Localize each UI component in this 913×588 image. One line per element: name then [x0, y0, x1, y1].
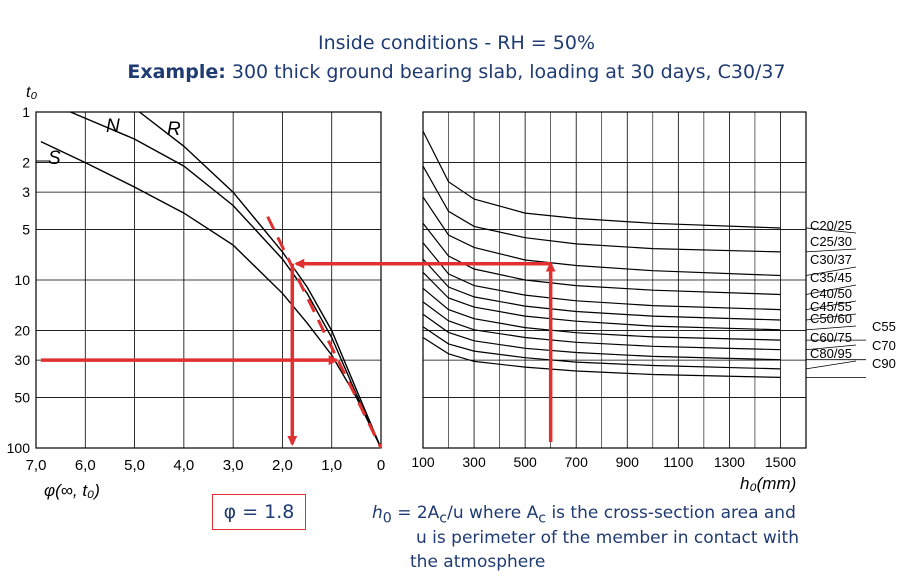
- y-tick-label: 1: [22, 104, 30, 120]
- x-tick-label-right: 700: [565, 454, 589, 470]
- x-tick-label-left: 5,0: [124, 457, 145, 474]
- curve-label: C30/37: [810, 252, 852, 267]
- x-tick-label-left: 0: [377, 457, 385, 474]
- x-tick-label-left: 1,0: [321, 457, 342, 474]
- x-tick-label-left: 7,0: [26, 457, 47, 474]
- curve-label-leader: [805, 284, 857, 295]
- y-axis-label: t₀: [26, 84, 37, 101]
- x-tick-label-right: 1500: [765, 454, 796, 470]
- y-tick-label: 30: [14, 352, 30, 368]
- curve-C45-55: [422, 258, 781, 321]
- note-eq: = 2A: [391, 503, 440, 523]
- curve-label-S: S: [48, 148, 61, 169]
- y-tick-label: 3: [22, 184, 30, 200]
- curve-label-leader: [805, 313, 857, 321]
- x-tick-label-right: 100: [411, 454, 435, 470]
- curve-label-N: N: [106, 116, 120, 137]
- note-line-2: u is perimeter of the member in contact …: [416, 528, 799, 548]
- x-tick-label-left: 2,0: [272, 457, 293, 474]
- curve-C30-37: [422, 196, 781, 277]
- curve-C25-30: [422, 165, 781, 253]
- y-tick-label: 100: [7, 440, 31, 456]
- x-tick-label-right: 1100: [663, 454, 693, 470]
- x-axis-label-left: φ(∞, t₀): [44, 481, 100, 500]
- curve-N: [70, 111, 382, 449]
- curve-label: C70: [872, 338, 896, 353]
- note-ac2-sub: c: [538, 510, 547, 527]
- curve-label: C60/75: [810, 330, 852, 345]
- curve-label: C25/30: [810, 234, 852, 249]
- curve-C40-50: [422, 242, 781, 311]
- curve-C35-45: [422, 222, 781, 296]
- x-tick-label-right: 900: [616, 454, 640, 470]
- y-tick-label: 2: [22, 155, 30, 171]
- x-tick-label-left: 6,0: [75, 457, 96, 474]
- y-tick-label: 50: [14, 389, 30, 405]
- curve-label-leader: [805, 227, 857, 234]
- curve-C55-67: [422, 287, 781, 341]
- curve-C20-25: [422, 130, 781, 229]
- note-ac-sub: c: [439, 510, 448, 527]
- dashed-tangent-line: [266, 216, 383, 449]
- curve-label-leader: [805, 360, 857, 370]
- curve-C50-60: [422, 271, 781, 331]
- curve-label: C50/60: [810, 311, 852, 326]
- curve-label: C20/25: [810, 218, 852, 233]
- curve-label: C80/95: [810, 346, 852, 361]
- y-tick-label: 5: [22, 221, 30, 237]
- curve-label: C90: [872, 356, 896, 371]
- y-tick-label: 20: [14, 323, 30, 339]
- note-where: /u where A: [447, 503, 539, 523]
- curve-C70-85: [422, 313, 781, 361]
- curve-label-leader: [805, 325, 857, 331]
- curve-label-leader: [805, 248, 857, 253]
- slide-title: Inside conditions - RH = 50%: [317, 32, 595, 54]
- curve-C60-75: [422, 301, 781, 351]
- slide-subtitle: Example: 300 thick ground bearing slab, …: [0, 61, 913, 83]
- x-tick-label-right: 500: [513, 454, 537, 470]
- curve-C80-95: [422, 326, 781, 370]
- curve-label: C35/45: [810, 270, 852, 285]
- subtitle-rest: 300 thick ground bearing slab, loading a…: [225, 61, 786, 83]
- subtitle-bold: Example:: [127, 61, 226, 83]
- curve-label-R: R: [167, 119, 181, 140]
- note-rest: is the cross-section area and: [546, 503, 796, 523]
- x-tick-label-right: 300: [462, 454, 486, 470]
- note-line-1: h0 = 2Ac/u where Ac is the cross-section…: [372, 503, 796, 526]
- curve-S: [40, 140, 382, 449]
- result-box: φ = 1.8: [212, 494, 306, 530]
- x-tick-label-right: 1300: [714, 454, 745, 470]
- curve-label: C55: [872, 319, 896, 334]
- curve-label-leader: [805, 344, 857, 351]
- x-axis-label-right: h₀(mm): [740, 474, 796, 493]
- x-tick-label-left: 3,0: [223, 457, 244, 474]
- curve-label-leader: [805, 300, 857, 310]
- note-h: h: [372, 503, 383, 523]
- curve-C90-105: [422, 336, 781, 378]
- curve-label: C45/55: [810, 299, 852, 314]
- x-tick-label-left: 4,0: [173, 457, 194, 474]
- y-tick-label: 10: [14, 272, 30, 288]
- note-line-3: the atmosphere: [410, 552, 546, 572]
- curve-label-leader: [805, 266, 857, 276]
- note-h-sub: 0: [382, 510, 392, 527]
- curve-label: C40/50: [810, 286, 852, 301]
